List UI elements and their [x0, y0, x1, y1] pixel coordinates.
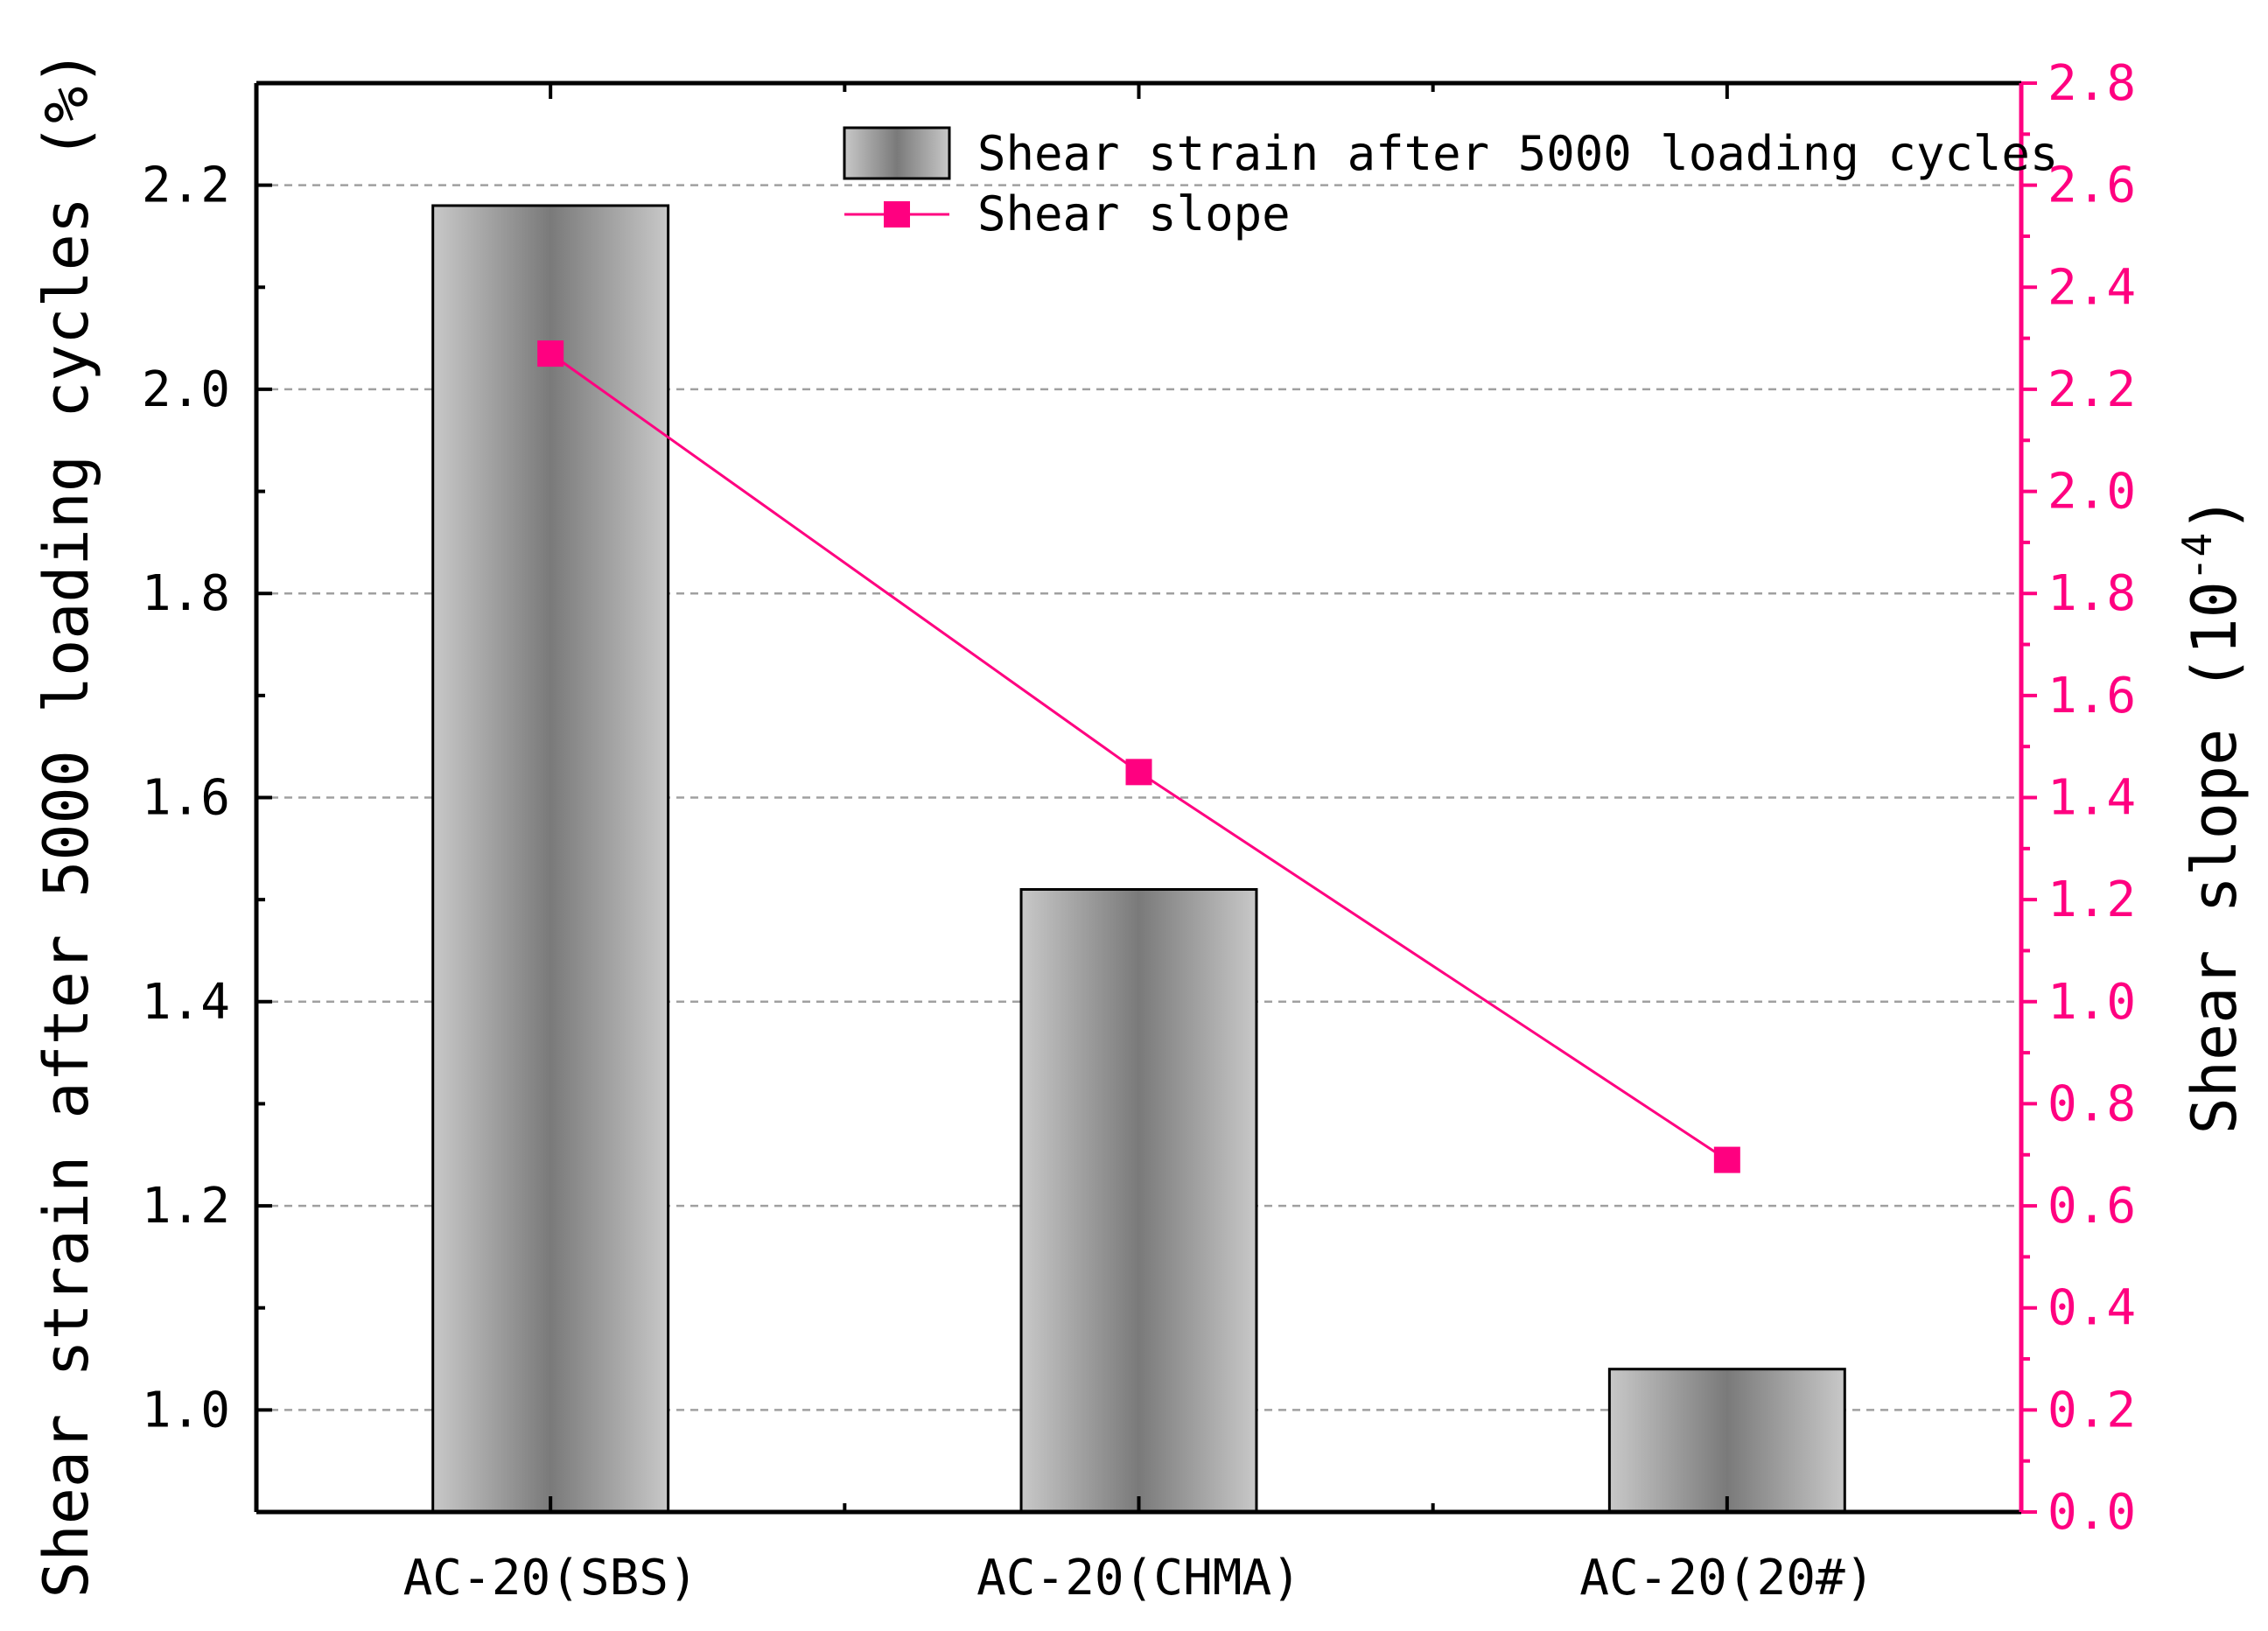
left-tick-label: 2.2 — [142, 158, 230, 214]
legend-bar-swatch — [843, 126, 951, 180]
left-tick-label: 1.6 — [142, 770, 230, 827]
bar-series — [431, 204, 1846, 1514]
right-tick-label: 0.8 — [2048, 1075, 2136, 1132]
bar-1 — [1019, 887, 1258, 1514]
right-tick-label: 2.6 — [2048, 158, 2136, 214]
right-tick-label: 2.0 — [2048, 464, 2136, 521]
legend-line-label: Shear slope — [977, 186, 1291, 242]
y2-axis-title-suffix: ) — [2179, 496, 2250, 533]
right-tick-label: 1.8 — [2048, 565, 2136, 622]
left-tick-label: 1.0 — [142, 1382, 230, 1438]
right-tick-label: 0.0 — [2048, 1484, 2136, 1541]
axis-labels: 1.0 1.2 1.4 1.6 1.8 2.0 2.2 0.0 0.2 0.4 0.6 0.8 1.0 1… — [31, 49, 2250, 1606]
legend: Shear strain after 5000 loading cyclesSh… — [843, 126, 2058, 242]
line-point-0 — [537, 340, 564, 368]
right-tick-label: 2.2 — [2048, 361, 2136, 418]
right-tick-label: 1.6 — [2048, 668, 2136, 724]
right-tick-label: 1.2 — [2048, 872, 2136, 928]
axes — [254, 80, 2037, 1515]
right-tick-label: 2.8 — [2048, 55, 2136, 112]
bar-0 — [431, 204, 670, 1514]
right-tick-label: 0.4 — [2048, 1280, 2136, 1337]
y2-axis-title-main: Shear slope (10 — [2179, 581, 2250, 1134]
legend-bar-label: Shear strain after 5000 loading cycles — [977, 126, 2058, 181]
category-label: AC-20(SBS) — [403, 1550, 698, 1606]
y2-axis-title: Shear slope (10-4) — [2174, 496, 2250, 1135]
bar-2 — [1607, 1368, 1846, 1514]
right-tick-label: 1.0 — [2048, 974, 2136, 1031]
right-tick-label: 0.6 — [2048, 1178, 2136, 1235]
left-tick-label: 1.2 — [142, 1178, 230, 1235]
y-axis-title: Shear strain after 5000 loading cycles (… — [31, 49, 102, 1598]
category-label: AC-20(CHMA) — [976, 1550, 1301, 1606]
category-label: AC-20(20#) — [1579, 1550, 1874, 1606]
right-tick-label: 1.4 — [2048, 770, 2136, 827]
line-point-1 — [1125, 759, 1152, 786]
line-point-2 — [1713, 1146, 1740, 1173]
legend-line-marker — [884, 201, 910, 228]
line-series — [537, 340, 1740, 1173]
left-tick-label: 2.0 — [142, 361, 230, 418]
right-tick-label: 2.4 — [2048, 259, 2136, 316]
left-tick-label: 1.8 — [142, 565, 230, 622]
right-tick-label: 0.2 — [2048, 1382, 2136, 1438]
left-tick-label: 1.4 — [142, 974, 230, 1031]
y2-axis-title-exponent: -4 — [2174, 533, 2221, 581]
